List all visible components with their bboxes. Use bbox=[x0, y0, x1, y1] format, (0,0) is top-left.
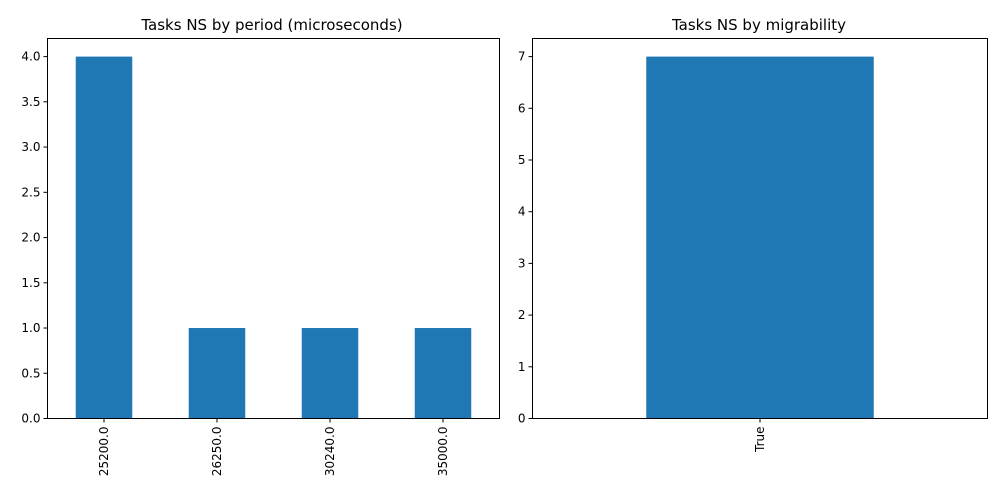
chart-title: Tasks NS by period (microseconds) bbox=[140, 16, 402, 34]
migrability-chart: Tasks NS by migrability 0 1 2 3 4 5 6 7 True bbox=[518, 16, 988, 453]
y-tick-label: 1.0 bbox=[21, 321, 40, 335]
x-tick-label: 26250.0 bbox=[210, 427, 224, 477]
y-tick-label: 0.5 bbox=[21, 366, 40, 380]
chart-title: Tasks NS by migrability bbox=[671, 16, 846, 34]
plot-frame bbox=[47, 38, 500, 419]
y-tick-label: 5 bbox=[518, 153, 526, 167]
y-tick-label: 2.5 bbox=[21, 185, 40, 199]
y-tick-label: 1 bbox=[518, 360, 526, 374]
y-tick-label: 4.0 bbox=[21, 50, 40, 64]
y-tick-label: 6 bbox=[518, 101, 526, 115]
x-tick-label: 25200.0 bbox=[97, 427, 111, 477]
y-tick-label: 7 bbox=[518, 50, 526, 64]
y-tick-label: 0 bbox=[518, 412, 526, 426]
y-tick-label: 1.5 bbox=[21, 276, 40, 290]
y-tick-label: 2.0 bbox=[21, 231, 40, 245]
bar bbox=[301, 328, 359, 419]
y-tick-label: 4 bbox=[518, 205, 526, 219]
bar-group bbox=[75, 56, 472, 419]
bar bbox=[188, 328, 246, 419]
y-tick-label: 3.5 bbox=[21, 95, 40, 109]
x-tick-label: 30240.0 bbox=[323, 427, 337, 477]
y-axis: 0.0 0.5 1.0 1.5 2.0 2.5 3.0 3.5 4.0 bbox=[21, 50, 48, 426]
plot-frame bbox=[532, 38, 988, 419]
x-axis: True bbox=[753, 418, 767, 454]
y-tick-label: 2 bbox=[518, 308, 526, 322]
y-tick-label: 3.0 bbox=[21, 140, 40, 154]
bar-group bbox=[646, 56, 874, 419]
y-axis: 0 1 2 3 4 5 6 7 bbox=[518, 50, 533, 426]
period-chart: Tasks NS by period (microseconds) 0.0 0.5… bbox=[21, 16, 500, 477]
bar bbox=[414, 328, 472, 419]
bar bbox=[646, 56, 874, 419]
y-tick-label: 0.0 bbox=[21, 412, 40, 426]
x-axis: 25200.0 26250.0 30240.0 35000.0 bbox=[97, 418, 450, 477]
x-tick-label: 35000.0 bbox=[436, 427, 450, 477]
x-tick-label: True bbox=[753, 427, 767, 454]
bar bbox=[75, 56, 133, 419]
y-tick-label: 3 bbox=[518, 256, 526, 270]
